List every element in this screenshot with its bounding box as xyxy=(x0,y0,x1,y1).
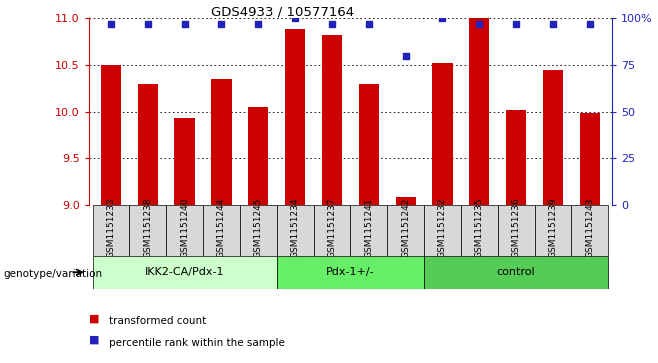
Point xyxy=(584,21,595,26)
Text: GSM1151242: GSM1151242 xyxy=(401,198,410,258)
Bar xyxy=(93,256,277,289)
Bar xyxy=(248,107,268,205)
Bar xyxy=(130,205,166,256)
Point xyxy=(290,15,301,21)
Text: GSM1151232: GSM1151232 xyxy=(438,198,447,258)
Point xyxy=(327,21,338,26)
Text: percentile rank within the sample: percentile rank within the sample xyxy=(109,338,284,348)
Text: IKK2-CA/Pdx-1: IKK2-CA/Pdx-1 xyxy=(145,267,224,277)
Text: GSM1151243: GSM1151243 xyxy=(586,198,594,258)
Bar xyxy=(322,35,342,205)
Text: GSM1151239: GSM1151239 xyxy=(549,197,557,258)
Text: GSM1151240: GSM1151240 xyxy=(180,198,189,258)
Point xyxy=(511,21,521,26)
Bar xyxy=(138,83,158,205)
Text: control: control xyxy=(497,267,536,277)
Point xyxy=(363,21,374,26)
Bar xyxy=(174,118,195,205)
Text: GSM1151237: GSM1151237 xyxy=(328,197,336,258)
Text: Pdx-1+/-: Pdx-1+/- xyxy=(326,267,374,277)
Bar xyxy=(203,205,240,256)
Point xyxy=(547,21,558,26)
Text: GDS4933 / 10577164: GDS4933 / 10577164 xyxy=(211,5,355,19)
Bar xyxy=(424,256,608,289)
Text: GSM1151244: GSM1151244 xyxy=(217,198,226,258)
Bar xyxy=(395,197,416,205)
Bar xyxy=(571,205,608,256)
Text: GSM1151238: GSM1151238 xyxy=(143,197,152,258)
Bar xyxy=(359,83,379,205)
Point xyxy=(253,21,264,26)
Point xyxy=(143,21,153,26)
Text: GSM1151235: GSM1151235 xyxy=(475,197,484,258)
Point xyxy=(180,21,190,26)
Bar xyxy=(387,205,424,256)
Bar xyxy=(543,70,563,205)
Text: GSM1151236: GSM1151236 xyxy=(512,197,520,258)
Text: transformed count: transformed count xyxy=(109,316,206,326)
Bar xyxy=(534,205,571,256)
Text: GSM1151241: GSM1151241 xyxy=(365,198,373,258)
Bar xyxy=(469,18,490,205)
Bar xyxy=(350,205,387,256)
Point xyxy=(474,21,484,26)
Text: ■: ■ xyxy=(89,313,99,323)
Bar xyxy=(166,205,203,256)
Bar xyxy=(506,110,526,205)
Point xyxy=(437,15,447,21)
Bar xyxy=(432,63,453,205)
Point xyxy=(106,21,116,26)
Point xyxy=(216,21,227,26)
Point xyxy=(400,53,411,58)
Text: GSM1151233: GSM1151233 xyxy=(107,197,115,258)
Bar xyxy=(285,29,305,205)
Bar xyxy=(314,205,351,256)
Bar xyxy=(101,65,121,205)
Bar xyxy=(580,113,600,205)
Text: ■: ■ xyxy=(89,335,99,345)
Bar xyxy=(424,205,461,256)
Text: genotype/variation: genotype/variation xyxy=(3,269,103,279)
Text: GSM1151245: GSM1151245 xyxy=(254,198,263,258)
Bar xyxy=(211,79,232,205)
Bar xyxy=(461,205,497,256)
Bar xyxy=(277,256,424,289)
Bar xyxy=(240,205,277,256)
Bar xyxy=(93,205,130,256)
Bar xyxy=(277,205,314,256)
Text: GSM1151234: GSM1151234 xyxy=(291,198,299,258)
Bar xyxy=(497,205,534,256)
